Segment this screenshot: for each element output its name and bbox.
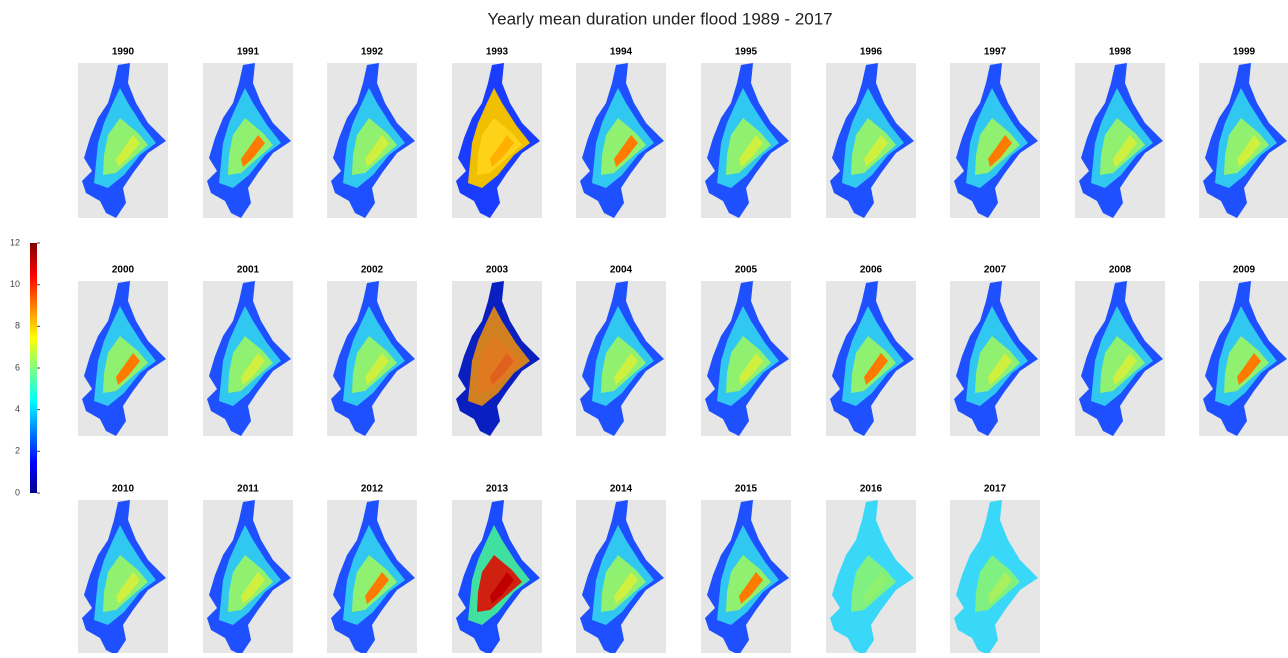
flood-map bbox=[327, 500, 417, 653]
year-label: 2012 bbox=[361, 484, 384, 495]
year-label: 2006 bbox=[860, 265, 883, 276]
flood-map bbox=[1199, 63, 1288, 218]
year-label: 2000 bbox=[112, 265, 135, 276]
flood-map bbox=[327, 63, 417, 218]
year-label: 1991 bbox=[237, 47, 260, 58]
flood-map bbox=[826, 500, 916, 653]
year-label: 2013 bbox=[486, 484, 509, 495]
figure-title: Yearly mean duration under flood 1989 - … bbox=[487, 9, 832, 28]
year-label: 2008 bbox=[1109, 265, 1132, 276]
year-label: 2001 bbox=[237, 265, 260, 276]
year-label: 1995 bbox=[735, 47, 758, 58]
flood-map bbox=[950, 63, 1040, 218]
year-label: 1994 bbox=[610, 47, 633, 58]
year-label: 1999 bbox=[1233, 47, 1256, 58]
flood-map bbox=[950, 281, 1040, 436]
year-label: 2002 bbox=[361, 265, 384, 276]
year-label: 1997 bbox=[984, 47, 1007, 58]
year-label: 2016 bbox=[860, 484, 883, 495]
flood-map bbox=[452, 281, 542, 436]
colorbar bbox=[30, 243, 37, 493]
flood-map bbox=[78, 281, 168, 436]
year-label: 1990 bbox=[112, 47, 135, 58]
year-label: 2011 bbox=[237, 484, 259, 495]
year-label: 1992 bbox=[361, 47, 384, 58]
flood-map bbox=[203, 63, 293, 218]
year-label: 2017 bbox=[984, 484, 1007, 495]
year-label: 1996 bbox=[860, 47, 883, 58]
flood-map bbox=[576, 63, 666, 218]
flood-map bbox=[203, 281, 293, 436]
flood-map bbox=[78, 500, 168, 653]
colorbar-tick-label: 10 bbox=[10, 279, 20, 289]
flood-map bbox=[452, 500, 542, 653]
flood-map bbox=[1075, 63, 1165, 218]
figure: Yearly mean duration under flood 1989 - … bbox=[0, 0, 1288, 653]
flood-map bbox=[327, 281, 417, 436]
flood-map bbox=[701, 281, 791, 436]
flood-map bbox=[826, 63, 916, 218]
colorbar-tick-label: 2 bbox=[15, 446, 20, 456]
year-label: 2009 bbox=[1233, 265, 1256, 276]
year-label: 2003 bbox=[486, 265, 509, 276]
year-label: 2010 bbox=[112, 484, 135, 495]
flood-map bbox=[701, 63, 791, 218]
colorbar-tick-label: 0 bbox=[15, 487, 20, 497]
year-label: 1998 bbox=[1109, 47, 1132, 58]
year-label: 2015 bbox=[735, 484, 758, 495]
flood-map bbox=[576, 500, 666, 653]
flood-map bbox=[701, 500, 791, 653]
flood-map bbox=[203, 500, 293, 653]
year-label: 1993 bbox=[486, 47, 509, 58]
flood-map bbox=[1075, 281, 1165, 436]
flood-map bbox=[950, 500, 1040, 653]
flood-map bbox=[78, 63, 168, 218]
colorbar-tick-label: 8 bbox=[15, 321, 20, 331]
year-label: 2005 bbox=[735, 265, 758, 276]
year-label: 2007 bbox=[984, 265, 1007, 276]
flood-map bbox=[826, 281, 916, 436]
flood-map bbox=[1199, 281, 1288, 436]
year-label: 2014 bbox=[610, 484, 633, 495]
colorbar-tick-label: 12 bbox=[10, 237, 20, 247]
year-label: 2004 bbox=[610, 265, 633, 276]
flood-map bbox=[452, 63, 542, 218]
colorbar-tick-label: 4 bbox=[15, 404, 20, 414]
colorbar-tick-label: 6 bbox=[15, 362, 20, 372]
flood-map bbox=[576, 281, 666, 436]
